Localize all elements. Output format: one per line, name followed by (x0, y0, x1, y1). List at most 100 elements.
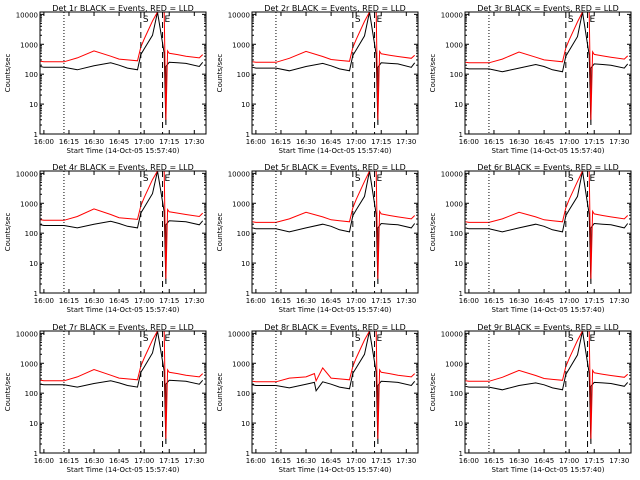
y-tick-label: 1 (246, 290, 250, 298)
plot-frame (464, 330, 632, 454)
x-tick-label: 16:30 (296, 297, 316, 305)
x-tick-label: 17:15 (371, 297, 391, 305)
y-tick-label: 1 (459, 131, 463, 139)
plot-frame (251, 330, 419, 454)
x-tick-label: 17:15 (584, 297, 604, 305)
x-tick-label: 17:30 (184, 457, 204, 465)
series-group (40, 171, 204, 285)
series-line-lld (465, 171, 629, 279)
x-tick-label: 16:00 (459, 297, 479, 305)
marker-label: E (590, 15, 596, 25)
x-tick-label: 16:30 (296, 138, 316, 146)
y-tick-label: 1000 (20, 41, 38, 49)
x-tick-label: 16:15 (484, 297, 504, 305)
y-tick-label: 10000 (16, 170, 38, 178)
panel-title: Det 5r BLACK = Events, RED = LLD (264, 163, 406, 172)
x-tick-label: 17:30 (609, 138, 629, 146)
series-line-lld (465, 331, 629, 439)
x-tick-label: 16:00 (246, 297, 266, 305)
y-tick-label: 10000 (441, 170, 463, 178)
plot-frame (39, 330, 207, 454)
x-tick-label: 16:45 (109, 297, 129, 305)
x-tick-label: 16:45 (321, 457, 341, 465)
y-axis-label: Counts/sec (216, 213, 224, 252)
x-tick-label: 16:15 (271, 457, 291, 465)
panel-title: Det 4r BLACK = Events, RED = LLD (52, 163, 194, 172)
marker-label: E (590, 334, 596, 344)
series-group (465, 331, 629, 445)
series-group (40, 12, 204, 126)
x-tick-label: 17:00 (134, 297, 154, 305)
y-tick-label: 1 (34, 450, 38, 458)
y-tick-label: 1000 (232, 200, 250, 208)
y-tick-label: 100 (25, 390, 38, 398)
y-tick-label: 1000 (20, 200, 38, 208)
x-tick-label: 17:30 (184, 138, 204, 146)
marker-label: S (355, 174, 361, 184)
series-line-lld (465, 12, 629, 120)
y-tick-label: 1000 (445, 41, 463, 49)
x-tick-label: 17:30 (609, 297, 629, 305)
x-tick-label: 17:00 (559, 297, 579, 305)
x-tick-label: 16:30 (509, 457, 529, 465)
x-tick-label: 16:15 (271, 297, 291, 305)
y-tick-label: 100 (450, 230, 463, 238)
y-tick-label: 1000 (445, 360, 463, 368)
x-tick-label: 16:30 (296, 457, 316, 465)
series-line-lld (40, 171, 204, 279)
x-tick-label: 17:30 (609, 457, 629, 465)
y-tick-label: 1 (246, 131, 250, 139)
y-tick-label: 10000 (228, 11, 250, 19)
x-tick-label: 17:00 (346, 138, 366, 146)
marker-label: S (568, 15, 574, 25)
y-axis-label: Counts/sec (4, 213, 12, 252)
x-tick-label: 17:30 (396, 138, 416, 146)
x-tick-label: 16:45 (534, 457, 554, 465)
marker-label: E (165, 334, 171, 344)
x-tick-label: 17:30 (396, 297, 416, 305)
y-tick-label: 100 (450, 390, 463, 398)
y-tick-label: 10 (241, 101, 250, 109)
x-tick-label: 17:00 (559, 138, 579, 146)
detector-panel-5: S E 16:00 16:15 16:30 16:45 17:00 17:15 17:30 1 10… (216, 163, 419, 314)
x-tick-label: 16:15 (484, 457, 504, 465)
marker-label: E (377, 334, 383, 344)
marker-label: S (143, 174, 149, 184)
detector-panel-9: S E 16:00 16:15 16:30 16:45 17:00 17:15 17:30 1 10… (429, 323, 632, 474)
panel-title: Det 1r BLACK = Events, RED = LLD (52, 4, 194, 13)
panel-title: Det 3r BLACK = Events, RED = LLD (477, 4, 619, 13)
x-tick-label: 16:15 (484, 138, 504, 146)
series-group (465, 12, 629, 126)
x-tick-label: 17:00 (346, 457, 366, 465)
y-tick-label: 10000 (16, 330, 38, 338)
y-tick-label: 1000 (20, 360, 38, 368)
x-tick-label: 17:15 (371, 138, 391, 146)
x-tick-label: 16:45 (534, 138, 554, 146)
y-tick-label: 1000 (445, 200, 463, 208)
series-group (252, 331, 416, 445)
y-tick-label: 10000 (441, 11, 463, 19)
x-tick-label: 17:15 (159, 457, 179, 465)
x-tick-label: 16:00 (34, 138, 54, 146)
y-tick-label: 10 (454, 101, 463, 109)
x-tick-label: 16:00 (34, 297, 54, 305)
x-tick-label: 16:15 (59, 457, 79, 465)
y-tick-label: 10000 (228, 170, 250, 178)
marker-label: E (377, 174, 383, 184)
x-tick-label: 16:45 (321, 297, 341, 305)
x-axis-label: Start Time (14-Oct-05 15:57:40) (279, 466, 392, 474)
y-tick-label: 100 (237, 390, 250, 398)
y-tick-label: 10000 (441, 330, 463, 338)
x-axis-label: Start Time (14-Oct-05 15:57:40) (67, 466, 180, 474)
marker-label: E (377, 15, 383, 25)
x-tick-label: 17:00 (346, 297, 366, 305)
marker-label: S (143, 15, 149, 25)
y-axis-label: Counts/sec (429, 54, 437, 93)
x-tick-label: 16:00 (246, 138, 266, 146)
x-tick-label: 17:15 (371, 457, 391, 465)
series-line-events (465, 331, 629, 445)
detector-panel-7: S E 16:00 16:15 16:30 16:45 17:00 17:15 17:30 1 10… (4, 323, 207, 474)
detector-panel-4: S E 16:00 16:15 16:30 16:45 17:00 17:15 17:30 1 10… (4, 163, 207, 314)
x-tick-label: 16:45 (321, 138, 341, 146)
